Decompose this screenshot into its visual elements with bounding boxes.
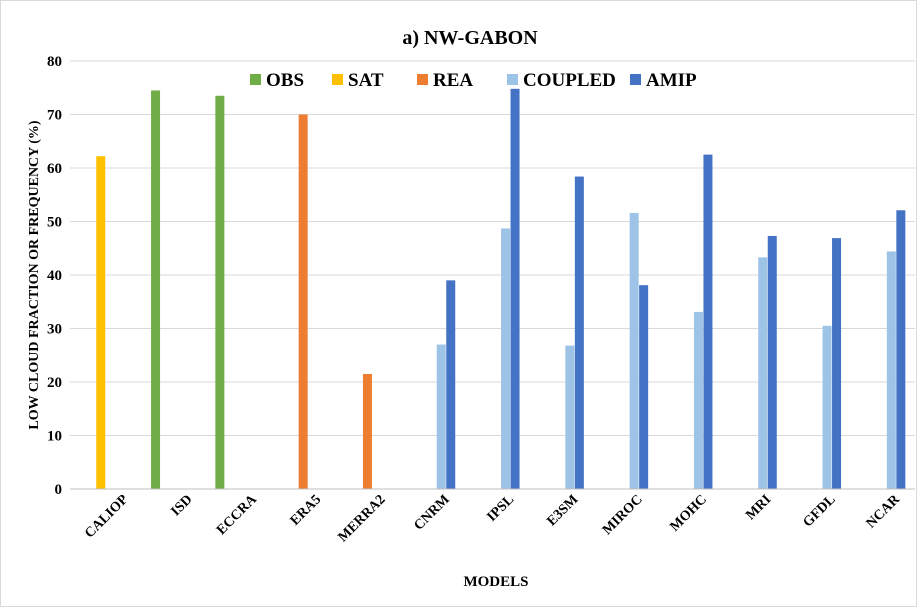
bar <box>436 344 446 489</box>
x-axis-label: MODELS <box>463 574 528 590</box>
bar <box>767 235 777 489</box>
legend-label: COUPLED <box>523 70 616 91</box>
bar <box>574 176 584 489</box>
bar <box>822 325 832 489</box>
bar <box>215 95 225 490</box>
bar <box>629 212 639 489</box>
bar <box>693 311 703 489</box>
legend-label: OBS <box>266 70 304 91</box>
bar <box>639 285 649 489</box>
legend-label: AMIP <box>646 70 697 91</box>
bar <box>446 280 456 489</box>
legend-label: REA <box>433 70 473 91</box>
bar <box>151 90 161 490</box>
y-tick-label: 0 <box>55 482 63 498</box>
bar <box>96 156 106 490</box>
bar <box>501 228 511 489</box>
y-tick-label: 30 <box>47 322 62 338</box>
bar <box>510 88 520 489</box>
y-axis-label: LOW CLOUD FRACTION OR FREQUENCY (%) <box>27 120 42 430</box>
y-tick-label: 20 <box>47 375 62 391</box>
legend-swatch <box>507 74 518 85</box>
legend-swatch <box>332 74 343 85</box>
legend-swatch <box>250 74 261 85</box>
y-tick-label: 40 <box>47 268 62 284</box>
bar <box>896 210 906 489</box>
y-tick-label: 10 <box>47 429 62 445</box>
bar <box>703 154 713 489</box>
y-tick-label: 70 <box>47 108 62 124</box>
bar <box>758 257 768 489</box>
bar <box>565 345 575 489</box>
bar <box>832 238 842 489</box>
y-tick-label: 60 <box>47 161 62 177</box>
y-tick-label: 50 <box>47 215 62 231</box>
y-tick-label: 80 <box>47 54 62 70</box>
chart-title: a) NW-GABON <box>402 27 538 49</box>
legend-swatch <box>417 74 428 85</box>
legend-label: SAT <box>348 70 384 91</box>
bar <box>298 114 308 489</box>
legend-swatch <box>630 74 641 85</box>
bar <box>886 251 896 489</box>
bar <box>362 373 372 489</box>
